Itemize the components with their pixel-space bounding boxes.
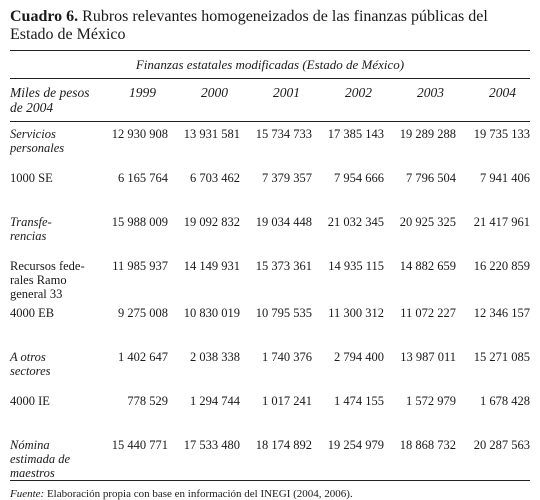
table-row: A otros sectores 1 402 647 2 038 338 1 740 …	[10, 345, 530, 389]
column-header: 2000	[201, 85, 228, 100]
cell: 7 954 666	[334, 171, 384, 185]
cell: 21 032 345	[327, 215, 384, 229]
cell: 14 882 659	[399, 259, 456, 273]
cell: 7 941 406	[480, 171, 530, 185]
column-header: 2004	[489, 85, 516, 100]
cell: 19 092 832	[183, 215, 240, 229]
cell: 19 034 448	[255, 215, 312, 229]
column-header: 1999	[129, 85, 156, 100]
cell: 15 271 085	[473, 350, 530, 364]
footer: Fuente: Elaboración propia con base en i…	[10, 481, 530, 500]
cell: 1 402 647	[118, 350, 168, 364]
cell: 18 868 732	[399, 438, 456, 452]
row-label: Recursos fede- rales Ramo general 33	[10, 259, 85, 301]
cell: 10 795 535	[255, 306, 312, 320]
cell: 18 174 892	[255, 438, 312, 452]
cell: 20 287 563	[473, 438, 530, 452]
cell: 13 931 581	[183, 127, 240, 141]
cell: 1 294 744	[190, 394, 240, 408]
cell: 2 794 400	[334, 350, 384, 364]
cell: 1 740 376	[262, 350, 312, 364]
stub-header: Miles de pesos de 2004	[10, 85, 90, 115]
cell: 11 985 937	[112, 259, 168, 273]
table-number: Cuadro 6.	[10, 8, 79, 25]
header-row: Miles de pesos de 2004 1999 2000 2001 2002 2…	[10, 79, 530, 122]
title: Cuadro 6. Rubros relevantes homogeneizad…	[10, 0, 530, 44]
table-title: Rubros relevantes homogeneizados de las …	[10, 8, 488, 43]
table-row: Transfe- rencias 15 988 009 19 092 832 19 0…	[10, 210, 530, 254]
cell: 15 734 733	[255, 127, 312, 141]
cell: 14 149 931	[183, 259, 240, 273]
cell: 12 930 908	[111, 127, 168, 141]
column-header: 2002	[345, 85, 372, 100]
source-text: Elaboración propia con base en informaci…	[46, 488, 353, 500]
cell: 7 379 357	[262, 171, 312, 185]
row-label: Nómina estimada de maestros	[10, 438, 71, 480]
cell: 14 935 115	[328, 259, 384, 273]
rule	[10, 121, 530, 122]
cell: 11 300 312	[328, 306, 384, 320]
column-header: 2001	[273, 85, 300, 100]
cell: 15 440 771	[111, 438, 168, 452]
caption: Finanzas estatales modificadas (Estado d…	[135, 57, 405, 72]
cell: 6 165 764	[118, 171, 168, 185]
cell: 20 925 325	[399, 215, 456, 229]
cell: 12 346 157	[473, 306, 530, 320]
cell: 19 254 979	[327, 438, 384, 452]
table-row: 4000 EB 9 275 008 10 830 019 10 795 535 11 3…	[10, 301, 530, 345]
cell: 21 417 961	[473, 215, 530, 229]
cell: 2 038 338	[190, 350, 240, 364]
column-header: 2003	[417, 85, 444, 100]
table-row: 1000 SE 6 165 764 6 703 462 7 379 357 7 954 …	[10, 166, 530, 210]
row-label: Servicios personales	[10, 127, 65, 155]
data-table: Miles de pesos de 2004 1999 2000 2001 2002 2…	[10, 79, 530, 480]
cell: 7 796 504	[406, 171, 456, 185]
cell: 778 529	[127, 394, 168, 408]
header-rule	[10, 121, 530, 122]
document: Cuadro 6. Rubros relevantes homogeneizad…	[10, 0, 530, 500]
cell: 17 533 480	[183, 438, 240, 452]
cell: 10 830 019	[183, 306, 240, 320]
table-row: Servicios personales 12 930 908 13 931 581…	[10, 122, 530, 166]
table-row: Recursos fede- rales Ramo general 33 11 9…	[10, 254, 530, 301]
row-label: 1000 SE	[10, 171, 53, 185]
cell: 15 988 009	[111, 215, 168, 229]
row-label: 4000 EB	[10, 306, 55, 320]
rule	[10, 78, 530, 79]
cell: 1 017 241	[262, 394, 312, 408]
cell: 15 373 361	[255, 259, 312, 273]
page: {"header": {"label": "Cuadro 6.", "title…	[10, 0, 530, 500]
cell: 1 572 979	[406, 394, 456, 408]
row-label: A otros sectores	[10, 350, 51, 378]
rule	[10, 50, 530, 51]
cell: 9 275 008	[118, 306, 168, 320]
cell: 17 385 143	[327, 127, 384, 141]
source-label: Fuente:	[10, 488, 45, 500]
cell: 13 987 011	[400, 350, 456, 364]
row-label: 4000 IE	[10, 394, 50, 408]
cell: 11 072 227	[400, 306, 456, 320]
cell: 16 220 859	[473, 259, 530, 273]
cell: 6 703 462	[190, 171, 240, 185]
cell: 1 678 428	[480, 394, 530, 408]
table-row: 4000 IE 778 529 1 294 744 1 017 241 1 474 15…	[10, 389, 530, 433]
cell: 19 289 288	[399, 127, 456, 141]
cell: 1 474 155	[334, 394, 384, 408]
table-body: Servicios personales 12 930 908 13 931 581…	[10, 122, 530, 480]
cell: 19 735 133	[473, 127, 530, 141]
row-label: Transfe- rencias	[10, 215, 52, 243]
table-row: Nómina estimada de maestros 15 440 771 17 …	[10, 433, 530, 480]
